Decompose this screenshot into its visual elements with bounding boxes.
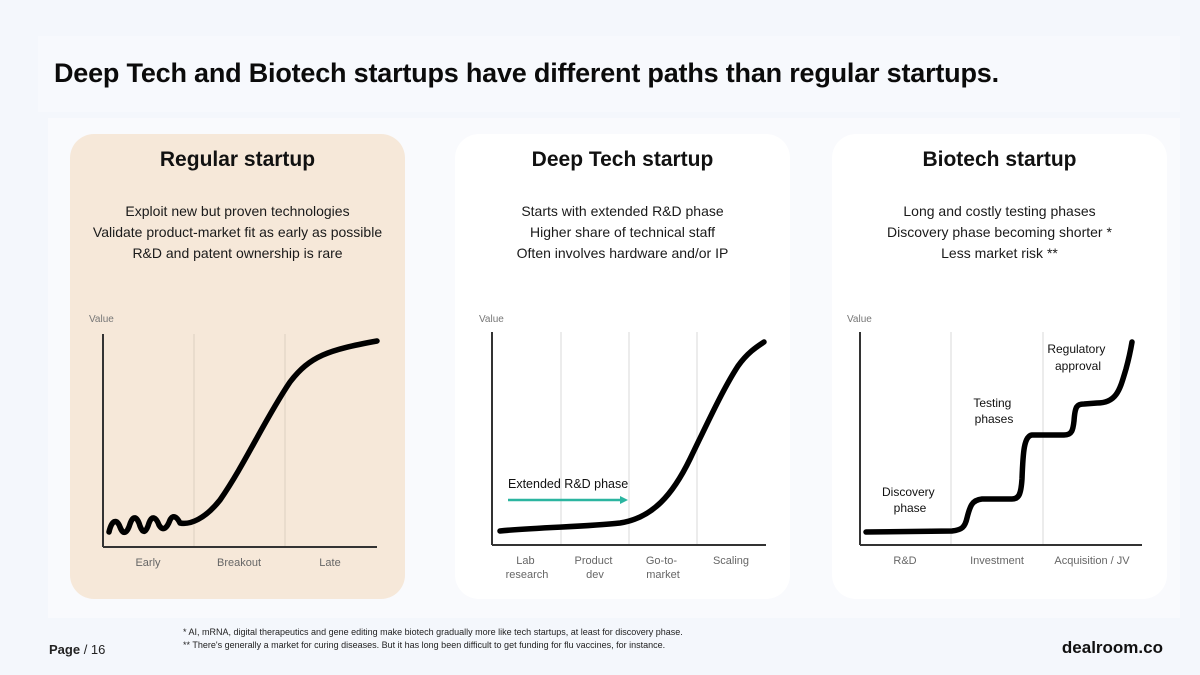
x-tick-line: Lab bbox=[516, 555, 534, 567]
x-tick-line: Product bbox=[575, 555, 613, 567]
annotation-label: Extended R&D phase bbox=[508, 477, 628, 491]
description-line: Exploit new but proven technologies bbox=[125, 203, 350, 219]
card-description: Long and costly testing phases Discovery… bbox=[832, 201, 1167, 264]
annotation-label: Discovery phase bbox=[882, 485, 938, 515]
y-axis-label: Value bbox=[89, 314, 114, 325]
card-title: Regular startup bbox=[159, 148, 316, 171]
description-line: Often involves hardware and/or IP bbox=[516, 245, 729, 261]
x-tick-line: market bbox=[646, 569, 680, 581]
description-line: Starts with extended R&D phase bbox=[521, 203, 724, 219]
footnote: ** There's generally a market for curing… bbox=[183, 640, 666, 650]
chart-regular-startup: Value Early Breakout Late bbox=[89, 314, 380, 569]
chart-biotech-startup: Value Discovery phase Testing phases Reg… bbox=[847, 314, 1142, 567]
x-tick-label: Investment bbox=[970, 555, 1024, 567]
x-tick-line: research bbox=[506, 569, 549, 581]
x-tick-label: Product dev bbox=[575, 555, 616, 581]
x-tick-label: Acquisition / JV bbox=[1054, 555, 1130, 567]
footnote: * AI, mRNA, digital therapeutics and gen… bbox=[183, 627, 683, 637]
x-tick-label: Breakout bbox=[217, 557, 261, 569]
annotation-line: Testing bbox=[973, 396, 1011, 410]
x-tick-label: Late bbox=[319, 557, 340, 569]
x-tick-line: dev bbox=[586, 569, 604, 581]
annotation-label: Regulatory approval bbox=[1047, 342, 1108, 373]
growth-curve bbox=[863, 339, 1135, 535]
page-label: Page bbox=[49, 642, 81, 657]
annotation-line: approval bbox=[1055, 359, 1101, 373]
annotation-line: phases bbox=[975, 412, 1014, 426]
card-biotech-startup: Biotech startup Long and costly testing … bbox=[832, 134, 1167, 599]
footnotes: * AI, mRNA, digital therapeutics and gen… bbox=[183, 626, 683, 652]
slide-title: Deep Tech and Biotech startups have diff… bbox=[54, 58, 999, 88]
x-tick-label: R&D bbox=[893, 555, 916, 567]
growth-curve bbox=[497, 339, 767, 534]
x-tick-label: Lab research bbox=[506, 555, 549, 581]
description-line: Validate product-market fit as early as … bbox=[92, 224, 383, 240]
description-line: Long and costly testing phases bbox=[903, 203, 1096, 219]
page-indicator: Page / 16 bbox=[49, 642, 105, 657]
growth-curve bbox=[106, 338, 380, 535]
page-number: / 16 bbox=[83, 642, 106, 657]
brand-logo[interactable]: dealroom.co bbox=[1061, 638, 1163, 657]
y-axis-label: Value bbox=[847, 314, 872, 325]
card-description: Exploit new but proven technologies Vali… bbox=[70, 201, 405, 264]
x-tick-label: Early bbox=[135, 557, 161, 569]
card-description: Starts with extended R&D phase Higher sh… bbox=[455, 201, 790, 264]
annotation-line: Regulatory bbox=[1047, 342, 1105, 356]
description-line: Discovery phase becoming shorter * bbox=[887, 224, 1112, 240]
chart-deeptech-startup: Value Extended R&D phase Lab research Pr… bbox=[479, 314, 767, 581]
annotation-line: phase bbox=[894, 501, 927, 515]
title-band bbox=[38, 36, 1180, 112]
description-line: Higher share of technical staff bbox=[530, 224, 715, 240]
x-tick-label: Scaling bbox=[713, 555, 749, 567]
card-regular-startup: Regular startup Exploit new but proven t… bbox=[70, 134, 405, 599]
x-tick-line: Go-to- bbox=[646, 555, 678, 567]
annotation-arrowhead bbox=[620, 496, 628, 504]
description-line: Less market risk ** bbox=[941, 245, 1058, 261]
annotation-label: Testing phases bbox=[973, 396, 1014, 426]
card-title: Deep Tech startup bbox=[531, 148, 714, 171]
card-title: Biotech startup bbox=[922, 148, 1077, 171]
card-deeptech-startup: Deep Tech startup Starts with extended R… bbox=[455, 134, 790, 599]
x-tick-label: Go-to- market bbox=[646, 555, 680, 581]
y-axis-label: Value bbox=[479, 314, 504, 325]
x-tick-line: Scaling bbox=[713, 555, 749, 567]
annotation-line: Discovery bbox=[882, 485, 935, 499]
description-line: R&D and patent ownership is rare bbox=[132, 245, 343, 261]
